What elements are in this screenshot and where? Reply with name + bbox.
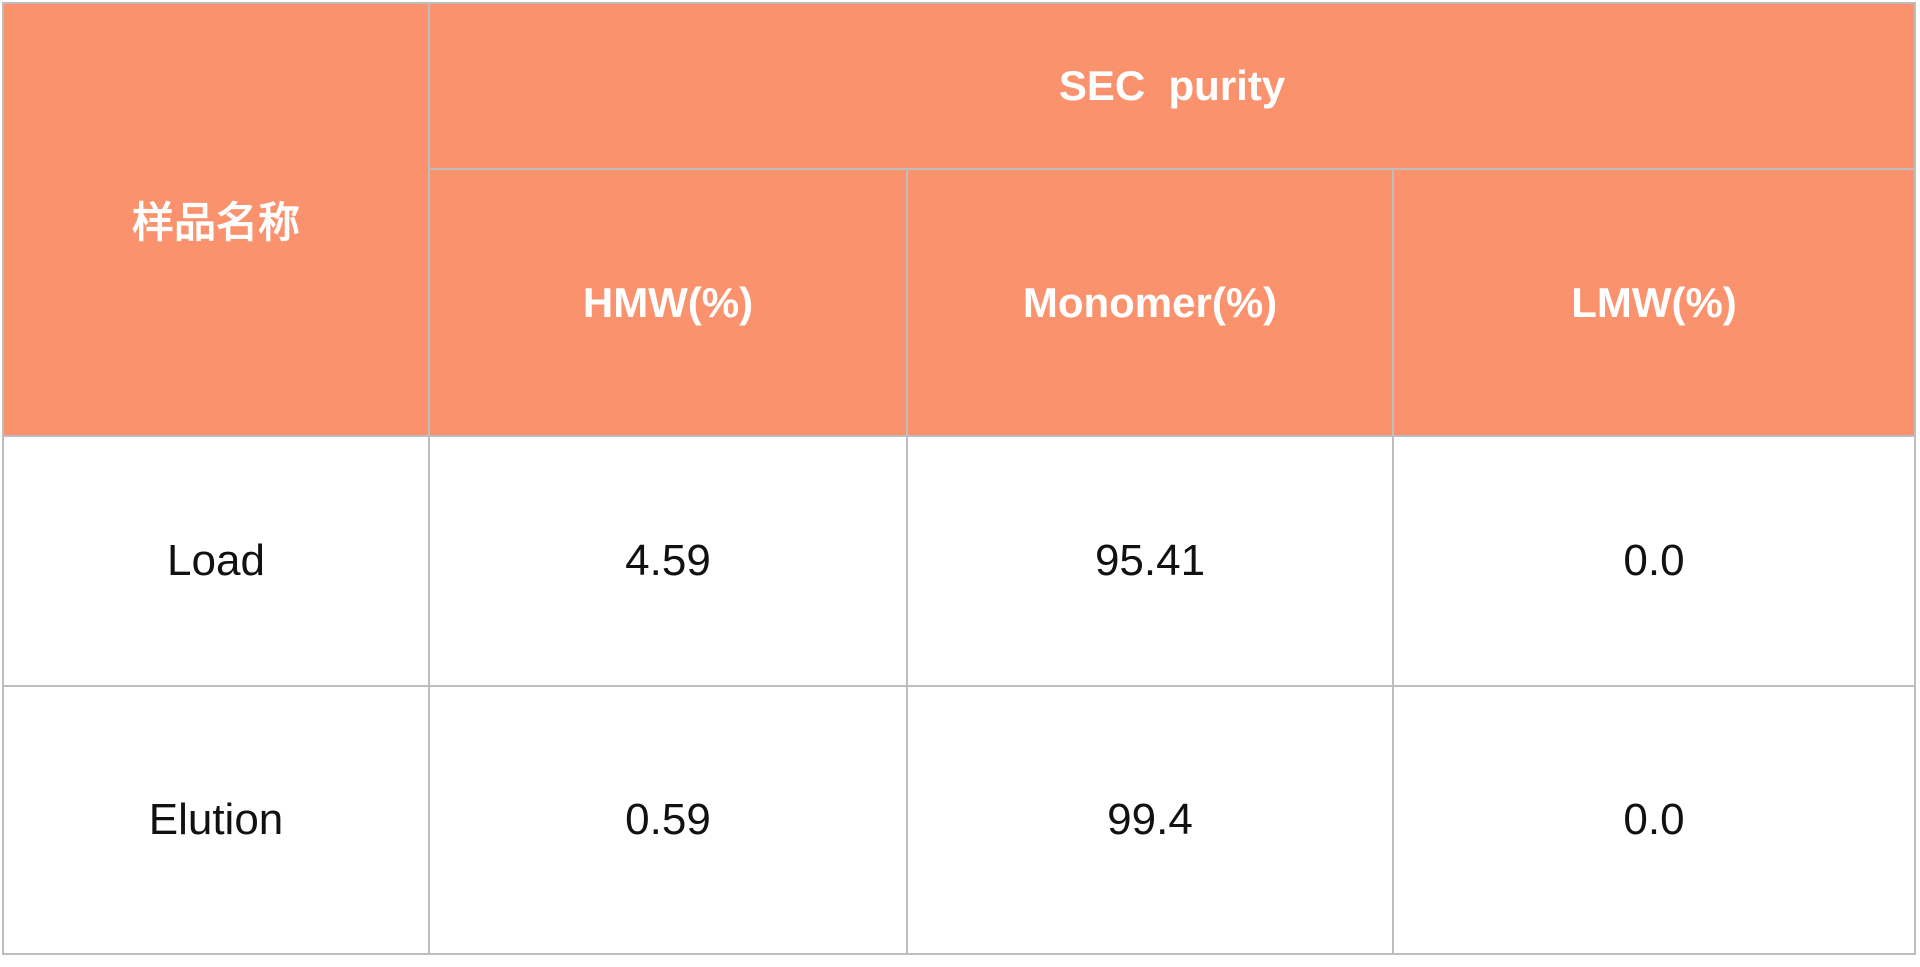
cell-hmw-value: 4.59 [428, 435, 908, 687]
cell-monomer-value: 95.41 [906, 435, 1394, 687]
header-monomer: Monomer(%) [906, 168, 1394, 437]
header-sec-purity-group: SEC purity [428, 2, 1916, 170]
header-group-row: 样品名称 SEC purity [2, 2, 1916, 437]
cell-monomer-value: 99.4 [906, 685, 1394, 955]
table-row-elution: Elution 0.59 99.4 0.0 [2, 685, 1916, 955]
table-row-load: Load 4.59 95.41 0.0 [2, 435, 1916, 687]
cell-lmw-value: 0.0 [1392, 685, 1916, 955]
cell-sample-name: Elution [2, 685, 430, 955]
cell-lmw-value: 0.0 [1392, 435, 1916, 687]
cell-hmw-value: 0.59 [428, 685, 908, 955]
header-sample-name: 样品名称 [2, 2, 430, 437]
header-subcolumns-row: HMW(%) Monomer(%) LMW(%) [3, 168, 1916, 437]
header-hmw: HMW(%) [428, 168, 908, 437]
header-lmw: LMW(%) [1392, 168, 1916, 437]
cell-sample-name: Load [2, 435, 430, 687]
